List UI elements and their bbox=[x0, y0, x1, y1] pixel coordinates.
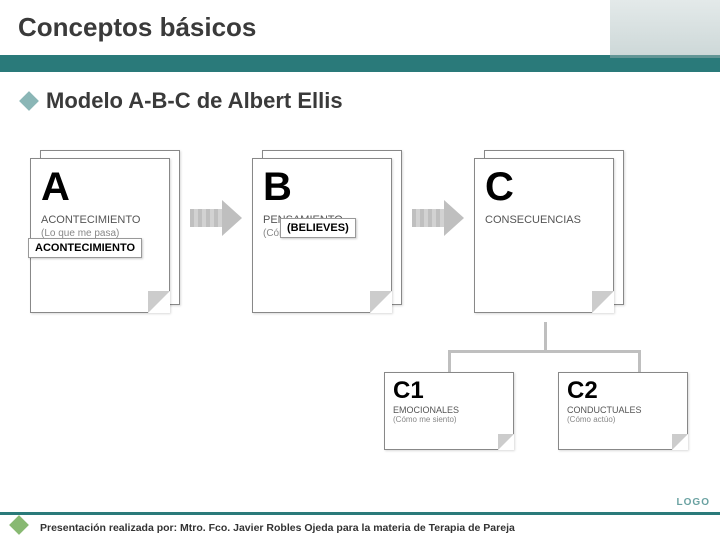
card-c: C CONSECUENCIAS bbox=[474, 158, 614, 313]
fold-icon bbox=[672, 434, 688, 450]
fold-icon bbox=[498, 434, 514, 450]
connector-c-split bbox=[448, 350, 640, 353]
fold-icon bbox=[592, 291, 614, 313]
overlay-a-label: ACONTECIMIENTO bbox=[28, 238, 142, 258]
diamond-bullet-icon bbox=[19, 91, 39, 111]
connector-to-c2 bbox=[638, 350, 641, 372]
card-a-main: ACONTECIMIENTO bbox=[31, 210, 169, 226]
slide-title: Conceptos básicos bbox=[18, 12, 256, 43]
card-c1-letter: C1 bbox=[385, 373, 513, 405]
header-bar bbox=[0, 58, 720, 72]
card-c2-sub: (Cómo actúo) bbox=[559, 415, 687, 424]
connector-to-c1 bbox=[448, 350, 451, 372]
fold-icon bbox=[370, 291, 392, 313]
fold-icon bbox=[148, 291, 170, 313]
footer-diamond-icon bbox=[9, 515, 29, 535]
card-c-stack: C CONSECUENCIAS bbox=[474, 150, 624, 315]
arrow-b-to-c bbox=[412, 200, 464, 236]
abc-diagram: A ACONTECIMIENTO (Lo que me pasa) ACONTE… bbox=[30, 140, 690, 480]
subtitle-row: Modelo A-B-C de Albert Ellis bbox=[22, 88, 343, 114]
card-c-sub bbox=[475, 226, 613, 228]
card-c2-main: CONDUCTUALES bbox=[559, 405, 687, 415]
slide-header: Conceptos básicos bbox=[0, 0, 720, 58]
card-a-stack: A ACONTECIMIENTO (Lo que me pasa) bbox=[30, 150, 180, 315]
header-decoration bbox=[610, 0, 720, 58]
card-c2: C2 CONDUCTUALES (Cómo actúo) bbox=[558, 372, 688, 450]
logo-label: LOGO bbox=[677, 497, 710, 508]
card-b-letter: B bbox=[253, 159, 391, 210]
card-c2-letter: C2 bbox=[559, 373, 687, 405]
card-c1-main: EMOCIONALES bbox=[385, 405, 513, 415]
subtitle-text: Modelo A-B-C de Albert Ellis bbox=[46, 88, 343, 114]
arrow-a-to-b bbox=[190, 200, 242, 236]
overlay-b-label: (BELIEVES) bbox=[280, 218, 356, 238]
card-a: A ACONTECIMIENTO (Lo que me pasa) bbox=[30, 158, 170, 313]
footer-text: Presentación realizada por: Mtro. Fco. J… bbox=[40, 522, 515, 534]
card-c1-sub: (Cómo me siento) bbox=[385, 415, 513, 424]
connector-c-down bbox=[544, 322, 547, 352]
card-c-letter: C bbox=[475, 159, 613, 210]
card-c-main: CONSECUENCIAS bbox=[475, 210, 613, 226]
slide-footer: Presentación realizada por: Mtro. Fco. J… bbox=[0, 512, 720, 540]
card-a-letter: A bbox=[31, 159, 169, 210]
card-c1: C1 EMOCIONALES (Cómo me siento) bbox=[384, 372, 514, 450]
